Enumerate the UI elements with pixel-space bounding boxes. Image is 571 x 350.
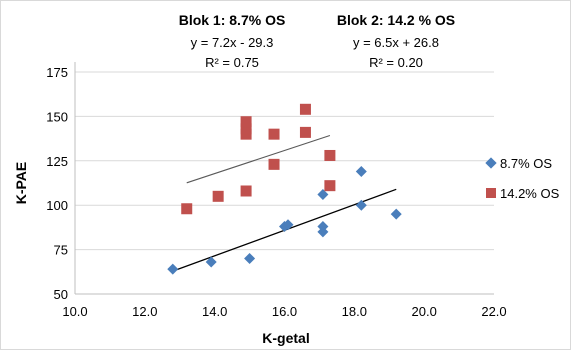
data-point-series-2 bbox=[324, 149, 336, 161]
x-axis-title: K-getal bbox=[262, 330, 309, 346]
data-point-series-2 bbox=[240, 116, 252, 128]
annotation-2-title: Blok 2: 14.2 % OS bbox=[337, 12, 455, 28]
data-points bbox=[167, 103, 402, 275]
data-point-series-2 bbox=[268, 128, 280, 140]
data-point-series-1 bbox=[390, 208, 402, 220]
data-point-series-2 bbox=[212, 190, 224, 202]
x-tick-label: 16.0 bbox=[272, 304, 297, 319]
data-point-series-2 bbox=[299, 103, 311, 115]
data-point-series-2 bbox=[181, 203, 193, 215]
data-point-series-1 bbox=[317, 221, 329, 233]
legend-label-series-1: 8.7% OS bbox=[500, 156, 552, 171]
y-tick-label: 175 bbox=[46, 65, 68, 80]
y-tick-label: 100 bbox=[46, 198, 68, 213]
x-tick-label: 14.0 bbox=[202, 304, 227, 319]
data-point-series-1 bbox=[167, 263, 179, 275]
data-point-series-1 bbox=[355, 165, 367, 177]
tick-labels: 50 75 100 125 150 175 10.0 12.0 14.0 16.0 18.0 20.0… bbox=[46, 65, 506, 319]
annotation-2-r2: R² = 0.20 bbox=[369, 55, 423, 70]
data-point-series-1 bbox=[317, 189, 329, 201]
axes bbox=[74, 62, 494, 295]
data-point-series-1 bbox=[355, 199, 367, 211]
data-point-series-2 bbox=[268, 158, 280, 170]
legend-label-series-2: 14.2% OS bbox=[500, 186, 560, 201]
data-point-series-1 bbox=[205, 256, 217, 268]
y-tick-label: 150 bbox=[46, 109, 68, 124]
annotation-1-title: Blok 1: 8.7% OS bbox=[179, 12, 286, 28]
data-point-series-2 bbox=[240, 123, 252, 135]
y-axis-title: K-PAE bbox=[13, 162, 29, 205]
y-tick-label: 50 bbox=[54, 287, 68, 302]
x-tick-label: 12.0 bbox=[132, 304, 157, 319]
y-tick-label: 75 bbox=[54, 243, 68, 258]
x-tick-label: 10.0 bbox=[62, 304, 87, 319]
legend: 8.7% OS 14.2% OS bbox=[485, 156, 560, 201]
x-tick-label: 22.0 bbox=[481, 304, 506, 319]
data-point-series-1 bbox=[244, 252, 256, 264]
trendline-series-2 bbox=[186, 134, 331, 184]
data-point-series-1 bbox=[282, 219, 294, 231]
grid-lines bbox=[75, 71, 494, 295]
annotation-1-r2: R² = 0.75 bbox=[205, 55, 259, 70]
data-point-series-2 bbox=[240, 185, 252, 197]
legend-marker-series-1 bbox=[485, 157, 497, 169]
x-tick-label: 20.0 bbox=[412, 304, 437, 319]
annotation-2-equation: y = 6.5x + 26.8 bbox=[353, 35, 439, 50]
data-point-series-2 bbox=[324, 180, 336, 192]
y-tick-label: 125 bbox=[46, 154, 68, 169]
data-point-series-2 bbox=[299, 126, 311, 138]
legend-marker-series-2 bbox=[486, 188, 496, 198]
x-tick-label: 18.0 bbox=[342, 304, 367, 319]
annotation-1-equation: y = 7.2x - 29.3 bbox=[191, 35, 274, 50]
